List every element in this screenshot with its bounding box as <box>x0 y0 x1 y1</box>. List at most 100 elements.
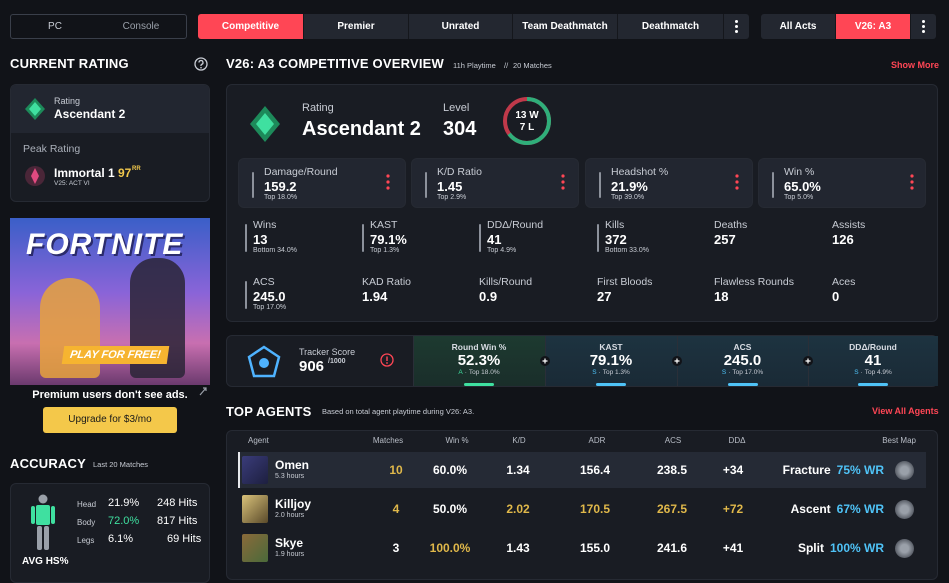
map-winrate: 67% WR <box>836 502 884 516</box>
stat-value: 372 <box>605 232 627 247</box>
more-modes[interactable] <box>724 14 749 39</box>
mode-tab[interactable]: Team Deathmatch <box>513 14 618 39</box>
cell-sep: · <box>860 369 863 376</box>
cell-adr: 170.5 <box>579 502 611 516</box>
cell-acs: 238.5 <box>656 463 688 477</box>
cell-win: 60.0% <box>432 463 468 477</box>
cell-grade: S <box>854 369 859 376</box>
peak-rr: 97 <box>118 166 132 180</box>
stat-card: K/D Ratio 1.45 Top 2.9% <box>411 158 579 208</box>
act-tab[interactable]: V26: A3 <box>836 14 911 39</box>
hit-part: Legs <box>77 536 95 545</box>
cell-rank: Top 18.0% <box>468 369 500 376</box>
cell-win: 50.0% <box>432 502 468 516</box>
rating-value: Ascendant 2 <box>302 118 421 140</box>
stat-value: 1.45 <box>437 179 463 194</box>
rating-card: Rating Ascendant 2 Peak Rating Immortal … <box>10 84 210 202</box>
stat-label: KAST <box>370 219 398 231</box>
stat-menu[interactable] <box>560 173 566 191</box>
stat-card: Win % 65.0% Top 5.0% <box>758 158 926 208</box>
plus-icon <box>803 356 813 366</box>
cell-dd: +34 <box>722 463 744 477</box>
stat-label: Aces <box>832 276 856 288</box>
mode-tab[interactable]: Premier <box>304 14 409 39</box>
section-subtitle: Last 20 Matches <box>93 460 149 469</box>
stat-menu[interactable] <box>909 173 915 191</box>
more-acts[interactable] <box>911 14 936 39</box>
stat-value: 245.0 <box>253 289 286 304</box>
hit-count: 248 Hits <box>157 497 198 509</box>
platform-toggle <box>10 14 187 39</box>
stat-menu[interactable] <box>734 173 740 191</box>
stat-value: 41 <box>487 232 502 247</box>
stat-label: Damage/Round <box>264 166 338 178</box>
platform-tab[interactable]: Console <box>122 21 160 32</box>
map-icon <box>895 461 914 480</box>
stat-bar <box>245 224 247 252</box>
column-header: Matches <box>372 436 404 445</box>
platform-tab[interactable]: PC <box>48 21 62 32</box>
mode-tab[interactable]: Deathmatch <box>618 14 724 39</box>
stat-value: 18 <box>714 289 729 304</box>
cell-value: 41 <box>864 352 882 369</box>
rating-value: Ascendant 2 <box>54 107 126 121</box>
agent-portrait <box>242 534 268 562</box>
ad-cta[interactable]: PLAY FOR FREE! <box>61 346 169 364</box>
stat-value: 21.9% <box>611 179 648 194</box>
cell-rank: A · Top 18.0% <box>413 369 545 376</box>
stat-label: K/D Ratio <box>437 166 482 178</box>
column-header: Win % <box>445 436 469 445</box>
cell-adr: 156.4 <box>579 463 611 477</box>
stat-rank: Top 39.0% <box>611 194 645 201</box>
map-winrate: 75% WR <box>836 463 884 477</box>
cell-bar <box>858 383 888 386</box>
stat-rank: Top 17.0% <box>253 304 287 311</box>
body-figure <box>31 494 55 550</box>
map-name: Ascent <box>790 502 831 516</box>
upgrade-button[interactable]: Upgrade for $3/mo <box>43 407 177 433</box>
cell-bar <box>727 383 758 386</box>
cell-rank: Top 1.3% <box>602 369 630 376</box>
best-map: Ascent 67% WR <box>791 502 884 516</box>
stat-rank: Top 4.9% <box>487 247 517 254</box>
cell-label: DDΔ/Round <box>849 342 897 352</box>
info-icon[interactable] <box>380 353 394 367</box>
map-name: Fracture <box>782 463 831 477</box>
cell-rank: Top 4.9% <box>864 369 892 376</box>
peak-act: V25: ACT VI <box>54 180 90 187</box>
stat-value: 27 <box>597 289 612 304</box>
ad-info-icon[interactable] <box>197 385 209 397</box>
agent-name: Skye <box>275 536 304 550</box>
act-tab[interactable]: All Acts <box>761 14 836 39</box>
hit-count: 817 Hits <box>157 515 198 527</box>
tracker-icon <box>247 345 281 378</box>
view-all-link[interactable]: View All Agents <box>872 406 939 416</box>
overview-title: V26: A3 COMPETITIVE OVERVIEW <box>226 56 444 71</box>
best-map: Fracture 75% WR <box>783 463 884 477</box>
best-map: Split 100% WR <box>798 541 884 555</box>
tracker-score: 906 <box>299 358 325 375</box>
column-header: K/D <box>512 436 526 445</box>
section-heading: TOP AGENTS <box>226 404 312 419</box>
stat-label: Wins <box>253 219 277 231</box>
column-header: ACS <box>664 436 682 445</box>
stat-bar <box>362 224 364 252</box>
map-name: Split <box>797 541 824 555</box>
hit-pct: 72.0% <box>108 515 140 527</box>
mode-tab[interactable]: Competitive <box>198 14 304 39</box>
mode-tab[interactable]: Unrated <box>409 14 513 39</box>
stat-menu[interactable] <box>385 173 391 191</box>
agent-hours: 5.3 hours <box>275 473 305 480</box>
stat-label: Headshot % <box>611 166 669 178</box>
show-more-link[interactable]: Show More <box>891 60 940 70</box>
stat-label: DDΔ/Round <box>487 219 544 231</box>
cell-acs: 267.5 <box>656 502 688 516</box>
stat-label: Assists <box>832 219 866 231</box>
map-icon <box>895 539 914 558</box>
help-icon[interactable] <box>194 57 208 71</box>
stat-label: ACS <box>253 276 275 288</box>
cell-value: 52.3% <box>457 352 501 369</box>
ad-banner[interactable]: FORTNITE PLAY FOR FREE! <box>10 218 210 385</box>
stat-label: Deaths <box>714 219 748 231</box>
cell-value: 79.1% <box>589 352 633 369</box>
